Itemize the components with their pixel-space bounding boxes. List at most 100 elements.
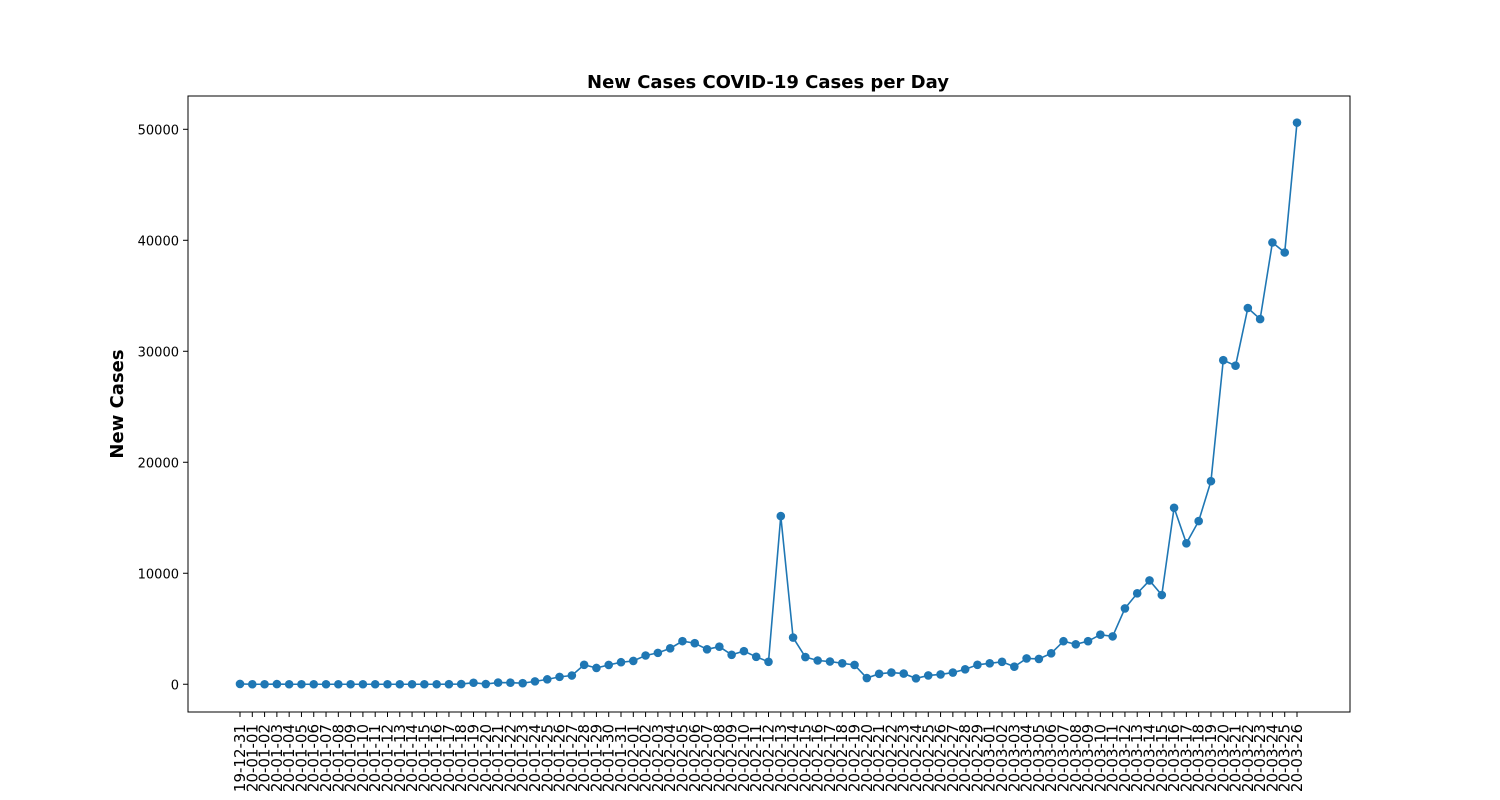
x-tick-label: 20-03-09	[1079, 724, 1097, 792]
x-tick-label: 20-01-20	[477, 724, 495, 792]
x-tick-label: 20-02-29	[968, 724, 986, 792]
x-tick-label: 20-03-26	[1288, 724, 1306, 792]
data-point	[1010, 662, 1019, 671]
series-markers	[235, 118, 1302, 689]
x-tick-label: 20-03-24	[1263, 724, 1281, 792]
data-point	[1218, 355, 1228, 365]
x-tick-label: 20-01-15	[415, 724, 433, 792]
x-tick-label: 20-02-24	[907, 724, 925, 792]
data-point	[1034, 654, 1044, 664]
data-point	[1108, 632, 1117, 641]
x-tick-label: 20-01-08	[329, 724, 347, 792]
x-tick-label: 20-03-08	[1067, 724, 1085, 792]
y-axis: 0 10000 20000 30000 40000 50000	[138, 123, 188, 693]
data-point	[247, 679, 257, 689]
x-tick-label: 20-02-25	[919, 724, 937, 792]
data-point	[604, 660, 614, 670]
data-point	[1280, 248, 1290, 257]
x-tick-label: 20-01-31	[612, 724, 630, 792]
x-tick-label: 20-02-01	[624, 724, 642, 792]
x-tick-label: 20-02-18	[833, 724, 851, 792]
x-tick-label: 20-03-17	[1177, 724, 1195, 792]
data-point	[1169, 503, 1179, 513]
data-point	[1022, 654, 1031, 663]
data-point	[764, 657, 773, 667]
data-point	[702, 644, 712, 654]
data-point	[260, 679, 269, 689]
plot-frame	[187, 95, 1351, 713]
x-tick-label: 20-02-07	[698, 724, 716, 792]
y-axis-label: New Cases	[107, 349, 128, 458]
data-point	[936, 670, 945, 679]
chart-title: New Cases COVID-19 Cases per Day	[587, 72, 949, 93]
data-point	[948, 668, 958, 677]
data-point	[973, 660, 982, 670]
data-point	[592, 663, 601, 673]
data-point	[1268, 238, 1277, 247]
data-point	[297, 679, 306, 689]
data-point	[272, 679, 282, 689]
x-tick-label: 20-03-21	[1227, 724, 1245, 792]
data-point	[432, 679, 441, 689]
data-point	[1046, 649, 1056, 658]
x-tick-label: 20-01-30	[600, 724, 618, 792]
x-tick-label: 20-01-04	[280, 724, 298, 792]
x-tick-label: 20-02-10	[735, 724, 753, 792]
x-tick-label: 20-01-23	[514, 724, 532, 792]
data-point	[1255, 314, 1265, 324]
x-tick-label: 20-03-06	[1042, 724, 1060, 792]
x-tick-label: 20-03-16	[1165, 724, 1183, 792]
x-tick-label: 20-01-26	[551, 724, 569, 792]
x-tick-label: 20-03-02	[993, 724, 1011, 792]
data-point	[776, 511, 786, 521]
data-point	[518, 678, 527, 688]
x-tick-label: 20-01-17	[440, 724, 458, 792]
x-tick-label: 20-03-25	[1276, 724, 1294, 792]
x-tick-label: 20-02-13	[772, 724, 790, 792]
data-point	[923, 671, 933, 680]
data-point	[1145, 576, 1154, 585]
data-point	[334, 679, 343, 689]
data-point	[641, 651, 650, 660]
data-point	[456, 679, 466, 689]
data-point	[960, 665, 970, 674]
x-tick-label: 20-01-05	[292, 724, 310, 792]
x-tick-label: 20-01-16	[428, 724, 446, 792]
x-tick-label: 20-02-08	[710, 724, 728, 792]
x-tick-label: 20-02-14	[784, 724, 802, 792]
x-tick-label: 20-02-17	[821, 724, 839, 792]
data-point	[284, 679, 294, 689]
x-tick-label: 20-03-22	[1239, 724, 1257, 792]
data-point	[678, 636, 687, 646]
data-point	[801, 652, 810, 662]
x-tick-label: 20-01-28	[575, 724, 593, 792]
data-point	[850, 660, 859, 670]
x-tick-label: 20-01-06	[305, 724, 323, 792]
data-point	[383, 679, 392, 689]
data-point	[997, 657, 1007, 667]
x-tick-label: 20-01-27	[563, 724, 581, 792]
x-tick-label: 20-01-11	[366, 724, 384, 792]
data-point	[481, 679, 491, 689]
x-axis: 19-12-3120-01-0120-01-0220-01-0320-01-04…	[231, 712, 1306, 792]
data-point	[555, 672, 564, 682]
data-point	[739, 646, 749, 656]
x-tick-label: 20-03-11	[1104, 724, 1122, 792]
data-point	[1059, 636, 1068, 646]
x-tick-label: 20-02-09	[723, 724, 741, 792]
x-tick-label: 20-02-05	[673, 724, 691, 792]
data-point	[1194, 516, 1203, 526]
data-point	[862, 673, 872, 683]
data-point	[1132, 589, 1142, 598]
data-point	[407, 679, 417, 689]
data-point	[1071, 640, 1081, 649]
data-point	[579, 660, 589, 670]
x-tick-label: 20-02-28	[956, 724, 974, 792]
x-tick-label: 20-02-20	[858, 724, 876, 792]
x-tick-label: 20-03-14	[1141, 724, 1159, 792]
data-point	[469, 678, 478, 688]
x-tick-label: 20-01-29	[587, 724, 605, 792]
x-tick-label: 20-01-09	[342, 724, 360, 792]
data-point	[899, 669, 908, 678]
x-tick-label: 20-01-02	[256, 724, 274, 792]
